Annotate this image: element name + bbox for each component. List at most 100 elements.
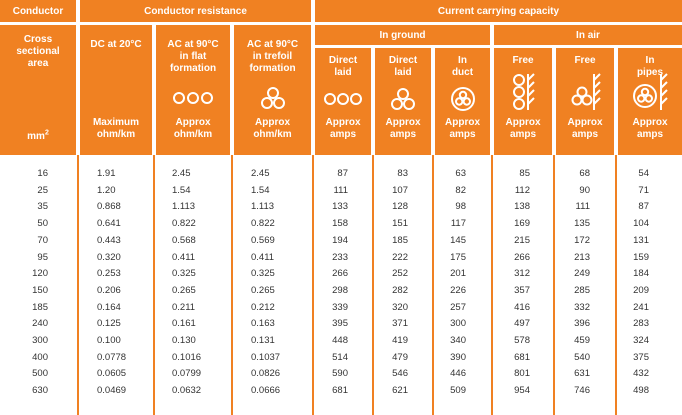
- table-cell: 71: [638, 184, 649, 196]
- table-cell: 2.45: [251, 168, 270, 179]
- table-cell: 746: [574, 385, 590, 397]
- table-cell: 497: [514, 318, 530, 330]
- data-column-free-vertical: 85 112 138 169 215 266 312 357 416 497 5…: [493, 166, 530, 400]
- column-ac-trefoil-sub: Approx ohm/km: [234, 117, 311, 141]
- table-cell: 0.868: [97, 201, 121, 213]
- table-cell: 0.130: [172, 335, 196, 347]
- column-divider: [432, 155, 434, 415]
- table-cell: 419: [392, 335, 408, 347]
- table-cell: 0.0799: [172, 368, 202, 380]
- table-cell: 151: [392, 218, 408, 230]
- table-cell: 266: [332, 268, 348, 280]
- table-cell: 63: [455, 168, 466, 179]
- table-cell: 95: [37, 251, 48, 263]
- table-cell: 90: [579, 184, 590, 196]
- data-column-dc: 1.91 1.20 0.868 0.641 0.443 0.320 0.253 …: [97, 166, 149, 400]
- column-in-pipes-sub: Approx amps: [618, 117, 682, 141]
- table-cell: 172: [574, 234, 590, 246]
- table-cell: 85: [519, 168, 530, 179]
- table-cell: 169: [514, 218, 530, 230]
- table-cell: 150: [32, 284, 48, 296]
- table-cell: 1.113: [251, 201, 275, 213]
- table-cell: 339: [332, 301, 348, 313]
- table-cell: 194: [332, 234, 348, 246]
- column-ac-flat-sub: Approx ohm/km: [156, 117, 230, 141]
- table-cell: 1.54: [172, 184, 191, 196]
- table-cell: 954: [514, 385, 530, 397]
- table-cell: 0.325: [172, 268, 196, 280]
- table-cell: 240: [32, 318, 48, 330]
- table-cell: 0.822: [251, 218, 275, 230]
- table-cell: 0.822: [172, 218, 196, 230]
- table-cell: 0.320: [97, 251, 121, 263]
- column-in-duct-sub-text: Approx amps: [445, 117, 480, 140]
- table-cell: 222: [392, 251, 408, 263]
- table-cell: 83: [397, 168, 408, 179]
- table-cell: 0.164: [97, 301, 121, 313]
- column-free-vertical-sub-text: Approx amps: [505, 117, 541, 140]
- cables-in-duct-icon: [435, 86, 490, 112]
- column-divider: [312, 155, 314, 415]
- table-cell: 0.1016: [172, 351, 202, 363]
- table-cell: 340: [450, 335, 466, 347]
- table-cell: 112: [514, 184, 530, 196]
- table-cell: 0.125: [97, 318, 121, 330]
- column-header-direct-flat: Direct laid Approx amps: [315, 48, 371, 155]
- column-direct-trefoil-sub: Approx amps: [375, 117, 431, 141]
- table-cell: 0.212: [251, 301, 275, 313]
- column-dc-name: DC at 20°C: [90, 39, 142, 50]
- table-cell: 0.0605: [97, 368, 127, 380]
- table-cell: 0.211: [172, 301, 196, 313]
- table-cell: 300: [32, 335, 48, 347]
- table-cell: 0.265: [251, 284, 275, 296]
- column-in-pipes-name: In pipes: [636, 55, 664, 78]
- column-dc-sub: Maximum ohm/km: [80, 117, 152, 141]
- table-cell: 98: [455, 201, 466, 213]
- table-cell: 324: [633, 335, 649, 347]
- column-direct-flat-sub: Approx amps: [315, 117, 371, 141]
- table-cell: 509: [450, 385, 466, 397]
- table-cell: 2.45: [172, 168, 191, 179]
- column-area-name: Cross sectional area: [16, 34, 60, 69]
- column-header-dc: DC at 20°C Maximum ohm/km: [80, 25, 152, 155]
- column-free-trefoil-name: Free: [574, 55, 596, 66]
- table-cell: 1.20: [97, 184, 116, 196]
- column-in-duct-name: In duct: [451, 55, 474, 78]
- table-cell: 215: [514, 234, 530, 246]
- table-cell: 111: [575, 201, 590, 213]
- table-cell: 416: [514, 301, 530, 313]
- table-cell: 25: [37, 184, 48, 196]
- table-cell: 185: [32, 301, 48, 313]
- table-cell: 159: [633, 251, 649, 263]
- table-cell: 0.161: [172, 318, 196, 330]
- column-divider: [231, 155, 233, 415]
- table-cell: 459: [574, 335, 590, 347]
- cables-vertical-wall-icon: [494, 72, 552, 112]
- table-cell: 0.0632: [172, 385, 202, 397]
- column-divider: [553, 155, 555, 415]
- table-cell: 135: [574, 218, 590, 230]
- table-cell: 266: [514, 251, 530, 263]
- header-conductor-resistance-label: Conductor resistance: [144, 5, 247, 17]
- table-cell: 131: [633, 234, 649, 246]
- data-column-direct-trefoil: 83 107 128 151 185 222 252 282 320 371 4…: [372, 166, 408, 400]
- table-cell: 283: [633, 318, 649, 330]
- column-direct-trefoil-name: Direct laid: [388, 55, 418, 78]
- table-cell: 630: [32, 385, 48, 397]
- data-column-in-duct: 63 82 98 117 145 175 201 226 257 300 340…: [432, 166, 466, 400]
- table-cell: 514: [332, 351, 348, 363]
- header-conductor-resistance: Conductor resistance: [80, 0, 311, 22]
- column-in-pipes-sub-text: Approx amps: [632, 117, 668, 140]
- table-cell: 184: [633, 268, 649, 280]
- column-ac-trefoil-name: AC at 90°C in trefoil formation: [246, 39, 299, 74]
- column-divider: [491, 155, 493, 415]
- table-cell: 395: [332, 318, 348, 330]
- table-cell: 0.325: [251, 268, 275, 280]
- table-cell: 0.411: [251, 251, 275, 263]
- column-free-vertical-sub: Approx amps: [494, 117, 552, 141]
- table-cell: 145: [450, 234, 466, 246]
- table-cell: 285: [574, 284, 590, 296]
- table-cell: 104: [633, 218, 649, 230]
- table-cell: 233: [332, 251, 348, 263]
- table-cell: 448: [332, 335, 348, 347]
